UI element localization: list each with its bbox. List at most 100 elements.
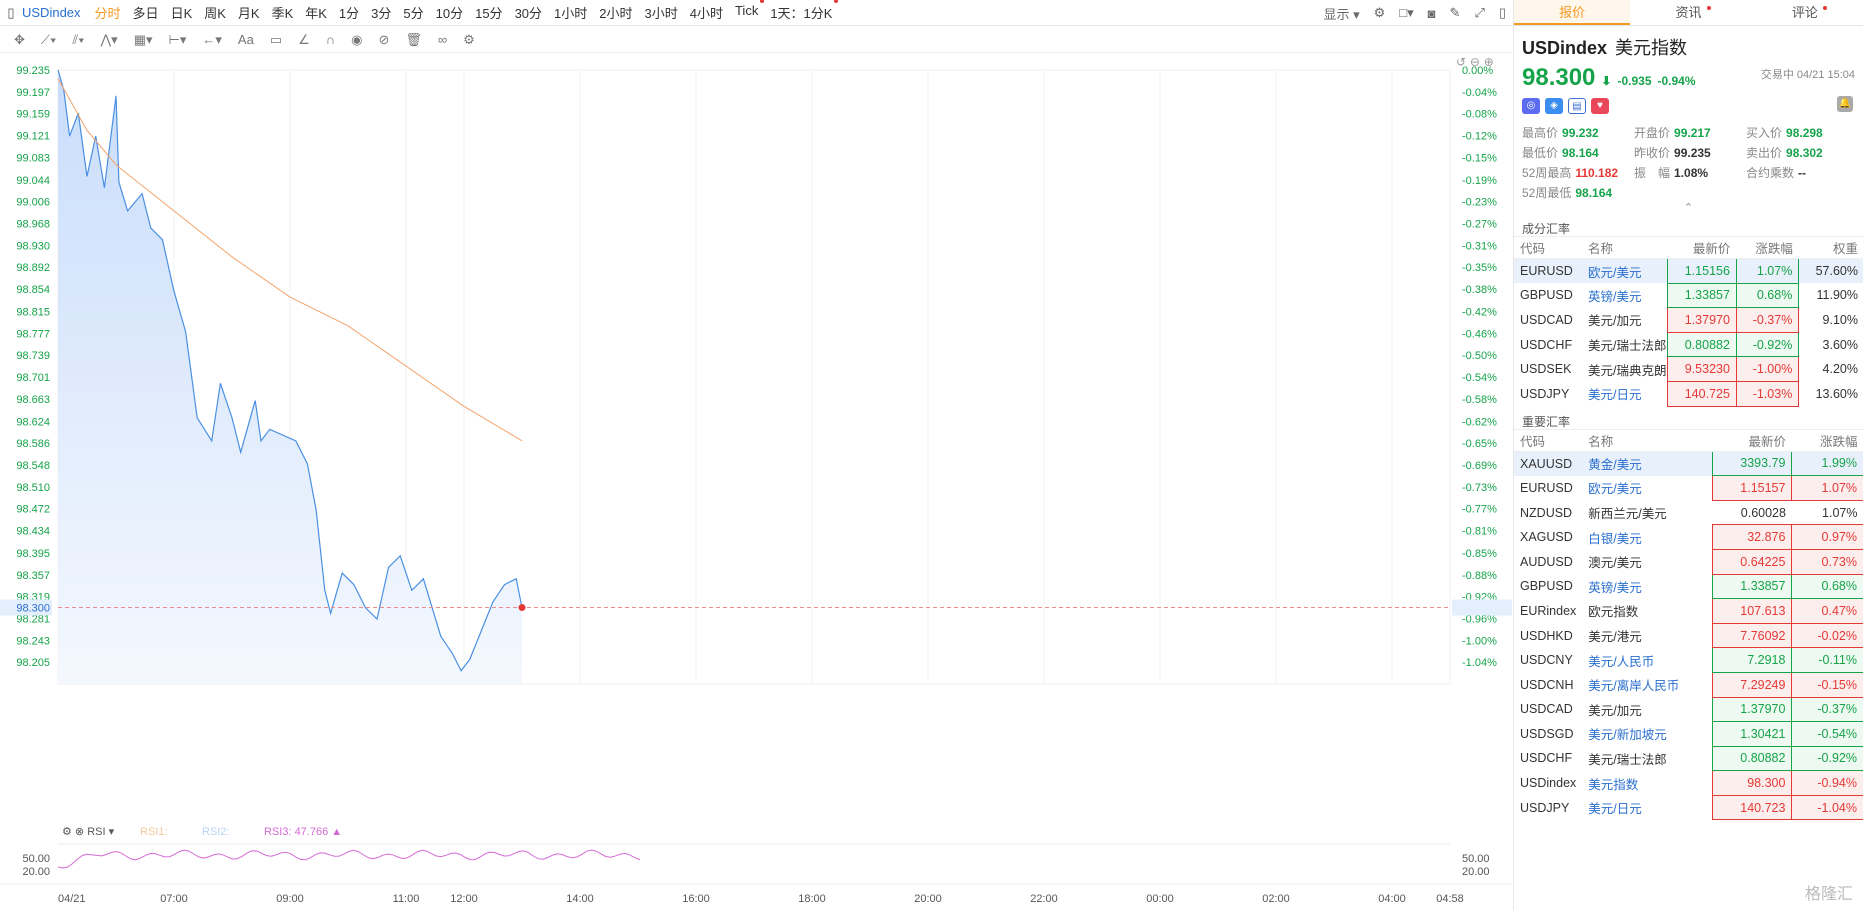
table-row[interactable]: XAGUSD 白银/美元 32.876 0.97% bbox=[1514, 524, 1863, 550]
timeframe-9[interactable]: 5分 bbox=[403, 6, 424, 21]
timeframe-17[interactable]: Tick bbox=[735, 0, 765, 22]
link-icon[interactable]: ∞ bbox=[437, 32, 448, 47]
display-button[interactable]: 显示 ▾ bbox=[1323, 6, 1360, 22]
table-row[interactable]: USDJPY 美元/日元 140.725 -1.03% 13.60% bbox=[1514, 380, 1863, 407]
measure-tool-icon[interactable]: ⊢▾ bbox=[168, 31, 187, 47]
table-row[interactable]: NZDUSD 新西兰元/美元 0.60028 1.07% bbox=[1514, 500, 1863, 525]
row-name[interactable]: 美元/加元 bbox=[1588, 314, 1642, 329]
badge-icon-1[interactable]: ◎ bbox=[1522, 98, 1540, 114]
table-row[interactable]: AUDUSD 澳元/美元 0.64225 0.73% bbox=[1514, 548, 1863, 575]
symbol-label[interactable]: USDindex bbox=[22, 5, 81, 20]
column-header[interactable]: 代码 bbox=[1514, 428, 1583, 452]
timeframe-5[interactable]: 季K bbox=[271, 6, 294, 21]
timeframe-14[interactable]: 2小时 bbox=[599, 6, 633, 21]
row-name[interactable]: 欧元/美元 bbox=[1588, 482, 1642, 497]
table-row[interactable]: GBPUSD 英镑/美元 1.33857 0.68% 11.90% bbox=[1514, 282, 1863, 309]
toolbar-settings-icon[interactable]: ⚙ bbox=[463, 31, 475, 47]
timeframe-12[interactable]: 30分 bbox=[514, 6, 543, 21]
row-name[interactable]: 美元/离岸人民币 bbox=[1588, 679, 1680, 694]
row-name[interactable]: 美元/瑞士法郎 bbox=[1588, 752, 1667, 767]
row-name[interactable]: 欧元/美元 bbox=[1582, 258, 1668, 284]
timeframe-15[interactable]: 3小时 bbox=[644, 6, 678, 21]
row-name[interactable]: 英镑/美元 bbox=[1588, 289, 1642, 304]
angle-tool-icon[interactable]: ∠ bbox=[298, 31, 310, 47]
column-header[interactable]: 最新价 bbox=[1712, 428, 1792, 452]
row-name[interactable]: 黄金/美元 bbox=[1582, 451, 1713, 476]
table-row[interactable]: USDCHF 美元/瑞士法郎 0.80882 -0.92% bbox=[1514, 745, 1863, 772]
table-row[interactable]: USDCHF 美元/瑞士法郎 0.80882 -0.92% 3.60% bbox=[1514, 331, 1863, 358]
timeframe-18[interactable]: 1天：1分K bbox=[770, 0, 839, 22]
fib-tool-icon[interactable]: ▦▾ bbox=[133, 31, 153, 47]
note-tool-icon[interactable]: ▭ bbox=[269, 31, 283, 47]
column-header[interactable]: 涨跌幅 bbox=[1736, 236, 1799, 259]
column-header[interactable]: 代码 bbox=[1514, 236, 1582, 259]
arrow-tool-icon[interactable]: ←▾ bbox=[202, 31, 222, 47]
timeframe-4[interactable]: 月K bbox=[237, 6, 260, 21]
channel-tool-icon[interactable]: ⫽▾ bbox=[72, 31, 85, 47]
tab-0[interactable]: 报价 bbox=[1514, 0, 1631, 25]
timeframe-10[interactable]: 10分 bbox=[435, 6, 464, 21]
table-row[interactable]: USDSEK 美元/瑞典克朗 9.53230 -1.00% 4.20% bbox=[1514, 356, 1863, 382]
column-header[interactable]: 最新价 bbox=[1667, 236, 1737, 259]
column-header[interactable]: 名称 bbox=[1582, 428, 1713, 452]
timeframe-2[interactable]: 日K bbox=[170, 6, 193, 21]
bell-icon[interactable]: 🔔 bbox=[1837, 96, 1853, 112]
table-row[interactable]: USDCAD 美元/加元 1.37970 -0.37% 9.10% bbox=[1514, 307, 1863, 333]
table-row[interactable]: USDHKD 美元/港元 7.76092 -0.02% bbox=[1514, 622, 1863, 649]
row-name[interactable]: 美元/人民币 bbox=[1588, 654, 1655, 669]
timeframe-7[interactable]: 1分 bbox=[338, 6, 360, 21]
favorite-icon[interactable]: ♥ bbox=[1591, 98, 1609, 114]
row-name[interactable]: 美元/瑞典克朗 bbox=[1588, 363, 1667, 378]
timeframe-3[interactable]: 周K bbox=[204, 6, 226, 21]
table-row[interactable]: USDCAD 美元/加元 1.37970 -0.37% bbox=[1514, 696, 1863, 723]
table-row[interactable]: GBPUSD 英镑/美元 1.33857 0.68% bbox=[1514, 573, 1863, 600]
timeframe-1[interactable]: 多日 bbox=[132, 6, 159, 21]
price-chart[interactable]: 04/21 07:00 09:00 11:00 12:00 14:00 16:00 18:00… bbox=[0, 54, 1512, 910]
collapse-icon[interactable]: ⌃ bbox=[1683, 202, 1694, 214]
row-name[interactable]: 美元/加元 bbox=[1588, 703, 1642, 718]
line-tool-icon[interactable]: ⟋▾ bbox=[40, 31, 57, 47]
badge-icon-3[interactable]: ▤ bbox=[1568, 98, 1586, 114]
table-row[interactable]: EURUSD 欧元/美元 1.15157 1.07% bbox=[1514, 475, 1863, 501]
layout-icon[interactable]: □▾ bbox=[1399, 5, 1414, 20]
row-name[interactable]: 澳元/美元 bbox=[1588, 556, 1642, 571]
tab-1[interactable]: 资讯 bbox=[1630, 0, 1746, 25]
table-row[interactable]: USDindex 美元指数 98.300 -0.94% bbox=[1514, 770, 1863, 796]
table-row[interactable]: XAUUSD 黄金/美元 3393.79 1.99% bbox=[1514, 450, 1863, 477]
timeframe-8[interactable]: 3分 bbox=[371, 6, 392, 21]
timeframe-13[interactable]: 1小时 bbox=[554, 6, 588, 21]
badge-icon-2[interactable]: ◈ bbox=[1545, 98, 1563, 114]
table-row[interactable]: USDSGD 美元/新加坡元 1.30421 -0.54% bbox=[1514, 721, 1863, 747]
settings-icon[interactable]: ⚙ bbox=[1373, 5, 1386, 20]
table-row[interactable]: EURindex 欧元指数 107.613 0.47% bbox=[1514, 598, 1863, 624]
row-name[interactable]: 新西兰元/美元 bbox=[1588, 507, 1667, 522]
sidebar-toggle-icon[interactable]: ▯ bbox=[7, 4, 15, 20]
row-name[interactable]: 美元/瑞士法郎 bbox=[1588, 339, 1667, 354]
fullscreen-icon[interactable]: ⤢ bbox=[1474, 5, 1485, 20]
timeframe-11[interactable]: 15分 bbox=[475, 6, 503, 21]
camera-icon[interactable]: ◙ bbox=[1427, 5, 1436, 21]
move-icon[interactable]: ✥ bbox=[14, 31, 25, 47]
row-name[interactable]: 美元/日元 bbox=[1588, 802, 1642, 817]
column-header[interactable]: 名称 bbox=[1582, 236, 1668, 259]
lock-icon[interactable]: ⊘ bbox=[378, 31, 390, 47]
wave-tool-icon[interactable]: ⋀▾ bbox=[100, 31, 118, 47]
pencil-icon[interactable]: ✎ bbox=[1449, 5, 1461, 20]
column-header[interactable]: 权重 bbox=[1798, 236, 1863, 259]
row-name[interactable]: 美元/新加坡元 bbox=[1588, 728, 1667, 743]
table-row[interactable]: USDJPY 美元/日元 140.723 -1.04% bbox=[1514, 794, 1863, 821]
tab-2[interactable]: 评论 bbox=[1747, 0, 1863, 25]
hide-icon[interactable]: ◉ bbox=[351, 31, 363, 47]
delete-icon[interactable]: 🗑 bbox=[405, 31, 422, 47]
row-name[interactable]: 白银/美元 bbox=[1588, 531, 1642, 546]
text-tool-icon[interactable]: Aa bbox=[237, 32, 254, 47]
panel-toggle-icon[interactable]: ▯ bbox=[1498, 5, 1506, 20]
row-name[interactable]: 美元/港元 bbox=[1588, 630, 1642, 645]
table-row[interactable]: USDCNY 美元/人民币 7.2918 -0.11% bbox=[1514, 647, 1863, 673]
column-header[interactable]: 涨跌幅 bbox=[1791, 428, 1863, 452]
timeframe-0[interactable]: 分时 bbox=[94, 6, 121, 21]
row-name[interactable]: 美元/日元 bbox=[1588, 388, 1642, 403]
timeframe-16[interactable]: 4小时 bbox=[689, 6, 723, 21]
row-name[interactable]: 欧元指数 bbox=[1588, 605, 1639, 620]
timeframe-6[interactable]: 年K bbox=[305, 6, 327, 21]
